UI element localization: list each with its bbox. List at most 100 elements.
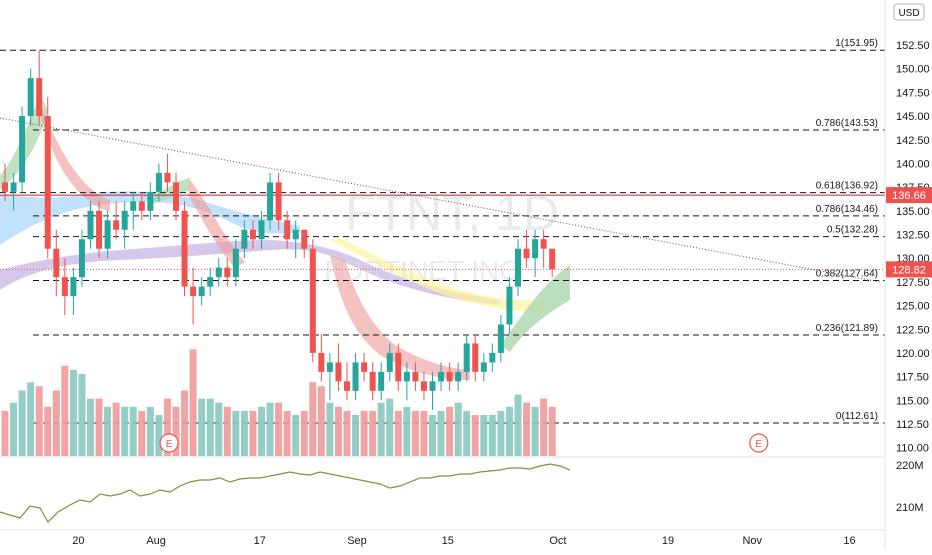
volume-bar [155, 415, 163, 456]
candle [10, 172, 17, 211]
volume-bar [394, 410, 402, 456]
fib-level-label: 0(112.61) [836, 411, 878, 422]
fib-level-label: 0.236(121.89) [816, 323, 878, 334]
candle [292, 220, 299, 259]
price-tick: 120.00 [896, 348, 930, 360]
candle [190, 267, 197, 325]
fib-level-label: 0.5(132.28) [827, 225, 878, 236]
fib-level-label: 1(151.95) [835, 38, 878, 49]
volume-bar [429, 415, 436, 456]
candle [480, 352, 487, 382]
candle [70, 267, 77, 316]
volume-bar [138, 410, 146, 456]
resistance-price-tag: 136.66 [886, 187, 932, 204]
volume-bar [129, 406, 137, 456]
price-tick: 135.00 [896, 206, 930, 218]
candle [87, 201, 94, 249]
earnings-marker-label: E [755, 439, 762, 450]
candle [181, 201, 188, 297]
last-price-tag: 128.82 [886, 261, 932, 278]
volume-bar [206, 398, 214, 456]
volume-bar [27, 382, 35, 456]
price-tick: 140.00 [896, 158, 930, 170]
volume-bar [87, 398, 94, 456]
candle [455, 362, 462, 391]
candle [275, 172, 282, 230]
volume-bar [386, 398, 394, 456]
volume-bar [420, 410, 428, 456]
candle [506, 277, 513, 334]
candle [412, 362, 419, 391]
volume-bar [352, 415, 360, 456]
volume-bar [163, 398, 171, 456]
fibonacci-levels: 1(151.95) 0.786(143.53) 0.618(136.92) 0.786… [0, 38, 885, 424]
volume-bar [223, 406, 231, 456]
candle [258, 210, 265, 249]
candle [36, 49, 43, 126]
volume-bar [232, 410, 240, 456]
candle [207, 267, 214, 297]
price-tick: 115.00 [896, 395, 929, 407]
volume-bar [104, 406, 112, 456]
watermark-name: FORTINET INC [325, 255, 520, 286]
candle [138, 191, 145, 221]
candle [403, 362, 410, 401]
candle [113, 201, 120, 240]
candle [241, 220, 248, 259]
volume-bar [411, 410, 419, 456]
volume-bar [343, 410, 351, 456]
watermark-symbol: FTNT, 1D [345, 185, 559, 241]
volume-bar [369, 410, 377, 456]
candle [352, 352, 359, 401]
candle [523, 229, 530, 268]
fib-level-label: 0.786(134.46) [816, 204, 878, 215]
candle [232, 239, 239, 287]
candle [369, 362, 376, 401]
price-tick: 150.00 [896, 64, 930, 76]
candle [335, 343, 342, 391]
volume-bar [198, 398, 206, 456]
candle [249, 220, 256, 249]
earnings-marker[interactable]: E [749, 433, 769, 453]
price-tick: 132.50 [896, 230, 930, 242]
candle [549, 248, 556, 278]
candle [532, 229, 539, 278]
volume-bar [95, 398, 103, 456]
moving-average-bands [0, 95, 570, 380]
candle [301, 229, 308, 259]
volume-bar [540, 398, 548, 456]
candle [326, 352, 333, 401]
volume-bar [215, 402, 223, 456]
volume-axis: 220M 210M [896, 460, 924, 514]
candle [429, 371, 436, 410]
currency-badge[interactable]: USD [893, 3, 925, 21]
earnings-marker[interactable]: E [159, 433, 179, 453]
fib-level-label: 0.382(127.64) [816, 269, 878, 280]
volume-bar [480, 415, 488, 456]
volume-bar [446, 406, 454, 456]
volume-bar [488, 415, 496, 456]
volume-bar [531, 406, 539, 456]
candle [472, 333, 479, 382]
volume-bar [266, 402, 274, 456]
candle [19, 106, 26, 192]
volume-tick: 220M [896, 460, 924, 472]
candle [420, 371, 427, 401]
price-tick: 127.50 [896, 277, 930, 289]
candle [173, 172, 179, 221]
candle [463, 333, 470, 382]
price-tick: 145.00 [896, 111, 930, 123]
volume-bar [326, 402, 334, 456]
time-tick: Nov [742, 535, 762, 547]
volume-bar [275, 402, 283, 456]
candle [489, 343, 496, 372]
volume-bar [360, 410, 368, 456]
price-tick: 112.50 [896, 419, 929, 431]
candle [164, 153, 171, 192]
candle [147, 182, 154, 221]
volume-bar [471, 415, 479, 456]
currency-label: USD [898, 8, 919, 19]
candle [267, 172, 274, 230]
